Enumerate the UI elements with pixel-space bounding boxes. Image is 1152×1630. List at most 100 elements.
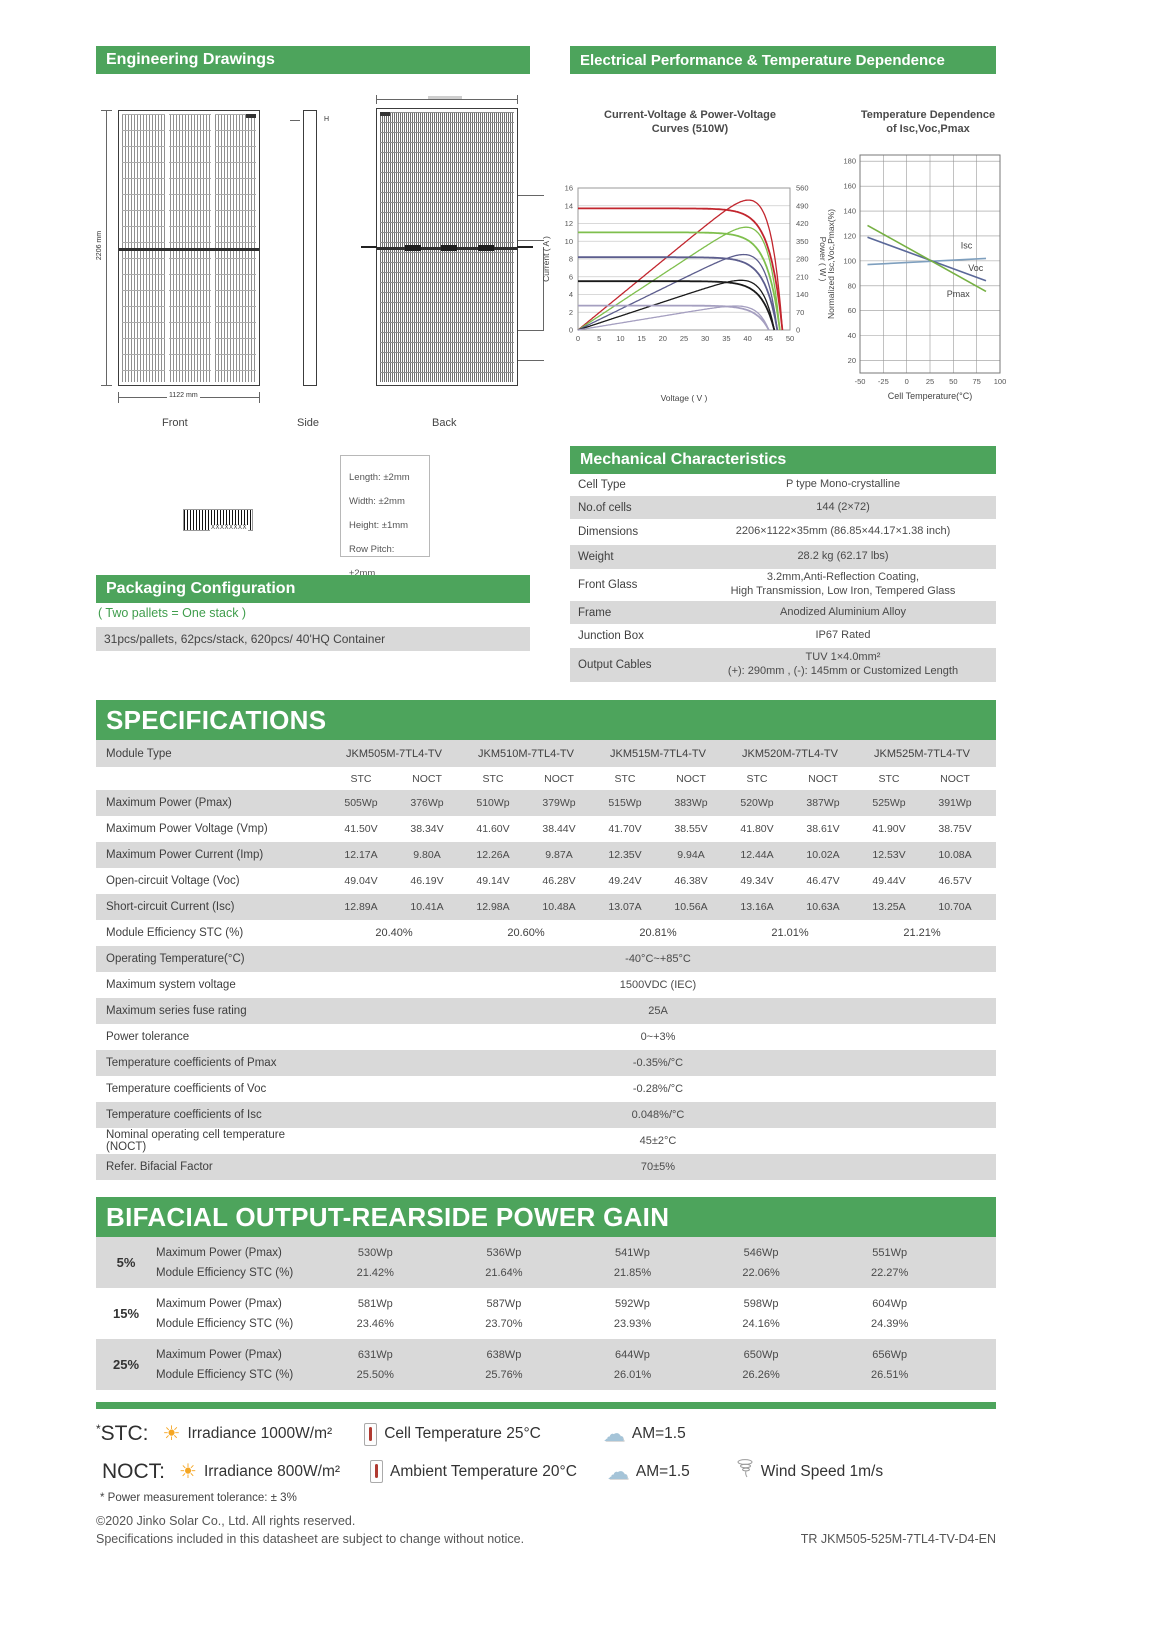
efficiency-value: 21.21% <box>903 927 941 939</box>
efficiency-value: 20.60% <box>507 927 545 939</box>
bifacial-pmax-value: 551Wp <box>872 1246 908 1259</box>
y-axis-title: Normalized Isc,Voc,Pmax(%) <box>826 209 836 319</box>
spec-value-noct: 46.38V <box>674 875 708 887</box>
stc-items: ☀ Irradiance 1000W/m² Cell Temperature 25°… <box>149 1422 686 1446</box>
y-tick-label: 20 <box>848 356 856 365</box>
stc-label: *STC: <box>96 1422 149 1445</box>
front-view-drawing <box>118 110 260 386</box>
iv-pv-curves-chart: 0 2 4 6 8 10 12 14 16 0 70 140 210 280 350 420 490 560 0 5 1… <box>541 184 828 404</box>
bifacial-eff-value: 22.06% <box>742 1266 780 1279</box>
dimension-tick <box>517 95 518 104</box>
spec-value-group: 13.25A 10.70A <box>856 901 988 913</box>
spec-value-noct: 10.63A <box>806 901 840 913</box>
spec-full-row: Refer. Bifacial Factor 70±5% <box>96 1154 996 1180</box>
bifacial-row-labels: Maximum Power (Pmax) Module Efficiency ST… <box>156 1294 311 1334</box>
y-tick-label: 120 <box>843 231 856 240</box>
spec-full-row: Operating Temperature(°C) -40°C~+85°C <box>96 946 996 972</box>
front-height-dimension: 2206 mm <box>96 228 104 263</box>
mech-row-label: No.of cells <box>578 501 632 514</box>
spec-full-row: Maximum series fuse rating 25A <box>96 998 996 1024</box>
dimension-tick <box>259 392 260 403</box>
spec-value-noct: 387Wp <box>806 797 840 809</box>
y2-tick-label: 210 <box>796 272 809 281</box>
spec-row-label: Maximum series fuse rating <box>106 1005 247 1017</box>
spec-row-label: Maximum Power (Pmax) <box>106 797 232 809</box>
mech-row-label: Dimensions <box>578 526 639 538</box>
spec-row-value: 45±2°C <box>639 1135 677 1147</box>
bifacial-eff-value: 25.50% <box>356 1368 394 1381</box>
front-width-dimension: 1122 mm <box>167 392 200 399</box>
bifacial-eff-value: 24.39% <box>871 1317 909 1330</box>
spec-row: Open-circuit Voltage (Voc) 49.04V 46.19V 49… <box>96 868 996 894</box>
x-tick-label: 45 <box>765 334 773 343</box>
bifacial-row-label: Module Efficiency STC (%) <box>156 1317 294 1330</box>
bifacial-pmax-value: 638Wp <box>486 1348 522 1361</box>
x-tick-label: -25 <box>878 377 889 386</box>
output-cable <box>361 246 377 248</box>
output-cable <box>517 246 533 248</box>
spec-value-stc: 12.26A <box>476 849 510 861</box>
bifacial-pmax-line: 631Wp 638Wp 644Wp 650Wp 656Wp <box>311 1345 954 1365</box>
y2-tick-label: 280 <box>796 255 809 264</box>
iv-curve <box>578 256 779 331</box>
x-tick-label: 100 <box>994 377 1007 386</box>
condition-label: STC <box>482 772 504 785</box>
condition-label: STC <box>350 772 372 785</box>
iv-curve <box>578 207 784 331</box>
noct-conditions-line: NOCT: ☀ Irradiance 800W/m² Ambient Tempera… <box>102 1458 883 1485</box>
spec-value-group: 510Wp 379Wp <box>460 797 592 809</box>
spec-value-group: 12.53V 10.08A <box>856 849 988 861</box>
spec-value-group: 49.14V 46.28V <box>460 875 592 887</box>
spec-row-value: 25A <box>648 1005 668 1017</box>
bifacial-eff-value: 21.42% <box>356 1266 394 1279</box>
x-tick-label: 0 <box>905 377 909 386</box>
y-tick-label: 160 <box>843 182 856 191</box>
mech-row-value: IP67 Rated <box>815 629 871 642</box>
bifacial-pmax-value: 530Wp <box>357 1246 393 1259</box>
y-tick-label: 6 <box>569 272 573 281</box>
front-caption: Front <box>162 417 188 429</box>
spec-value-stc: 41.80V <box>740 823 774 835</box>
mech-row-label: Junction Box <box>578 630 644 642</box>
side-thickness-dimension: H <box>322 116 332 123</box>
mech-row: Junction Box IP67 Rated <box>570 624 996 648</box>
thermometer-icon <box>364 1422 378 1446</box>
condition-item: Wind Speed 1m/s <box>736 1458 883 1485</box>
condition-group: STC NOCT <box>592 773 724 785</box>
pv-curve <box>577 305 770 331</box>
iv-chart-title: Current-Voltage & Power-Voltage Curves (… <box>604 109 776 136</box>
y2-tick-label: 350 <box>796 237 809 246</box>
spec-value-stc: 515Wp <box>608 797 642 809</box>
y2-tick-label: 560 <box>796 184 809 193</box>
y2-tick-label: 420 <box>796 219 809 228</box>
bifacial-values: 530Wp 536Wp 541Wp 546Wp 551Wp 21.42% 21.64% 21.… <box>311 1243 996 1283</box>
dimension-text-blur <box>428 96 462 99</box>
y-tick-label: 80 <box>848 281 856 290</box>
y-tick-label: 10 <box>565 237 573 246</box>
condition-label: NOCT <box>544 772 574 785</box>
bifacial-pmax-value: 631Wp <box>357 1348 393 1361</box>
condition-group: STC NOCT <box>856 773 988 785</box>
spec-value-stc: 49.34V <box>740 875 774 887</box>
engineering-drawings-header: Engineering Drawings <box>96 46 530 74</box>
tolerance-box: Length: ±2mm Width: ±2mm Height: ±1mm Row P… <box>340 455 430 579</box>
dimension-stub <box>518 360 544 361</box>
spec-value-stc: 12.53V <box>872 849 906 861</box>
stc-star: * <box>96 1422 101 1436</box>
mech-row-value: P type Mono-crystalline <box>785 477 901 490</box>
y2-tick-label: 0 <box>796 326 800 335</box>
spec-value-group: 41.60V 38.44V <box>460 823 592 835</box>
spec-value-stc: 520Wp <box>740 797 774 809</box>
dimension-line <box>376 99 518 100</box>
bifacial-block: 25% Maximum Power (Pmax) Module Efficiency… <box>96 1339 996 1390</box>
bifacial-eff-value: 24.16% <box>742 1317 780 1330</box>
mech-row-value: 28.2 kg (62.17 lbs) <box>797 550 889 563</box>
spec-row-label: Maximum system voltage <box>106 979 236 991</box>
bifacial-pmax-value: 536Wp <box>486 1246 522 1259</box>
sun-icon: ☀ <box>179 1460 197 1483</box>
green-separator <box>96 1402 996 1409</box>
spec-value-noct: 38.34V <box>410 823 444 835</box>
spec-row-value: 1500VDC (IEC) <box>619 979 697 991</box>
spec-value-group: 12.26A 9.87A <box>460 849 592 861</box>
bifacial-row-label: Module Efficiency STC (%) <box>156 1266 294 1279</box>
